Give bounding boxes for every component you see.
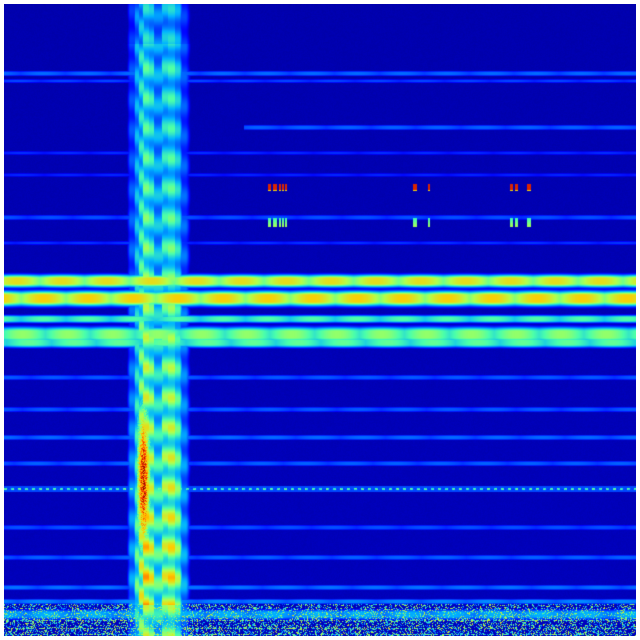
spectrogram-plot-area bbox=[4, 4, 636, 636]
spectrogram-canvas bbox=[4, 4, 636, 636]
